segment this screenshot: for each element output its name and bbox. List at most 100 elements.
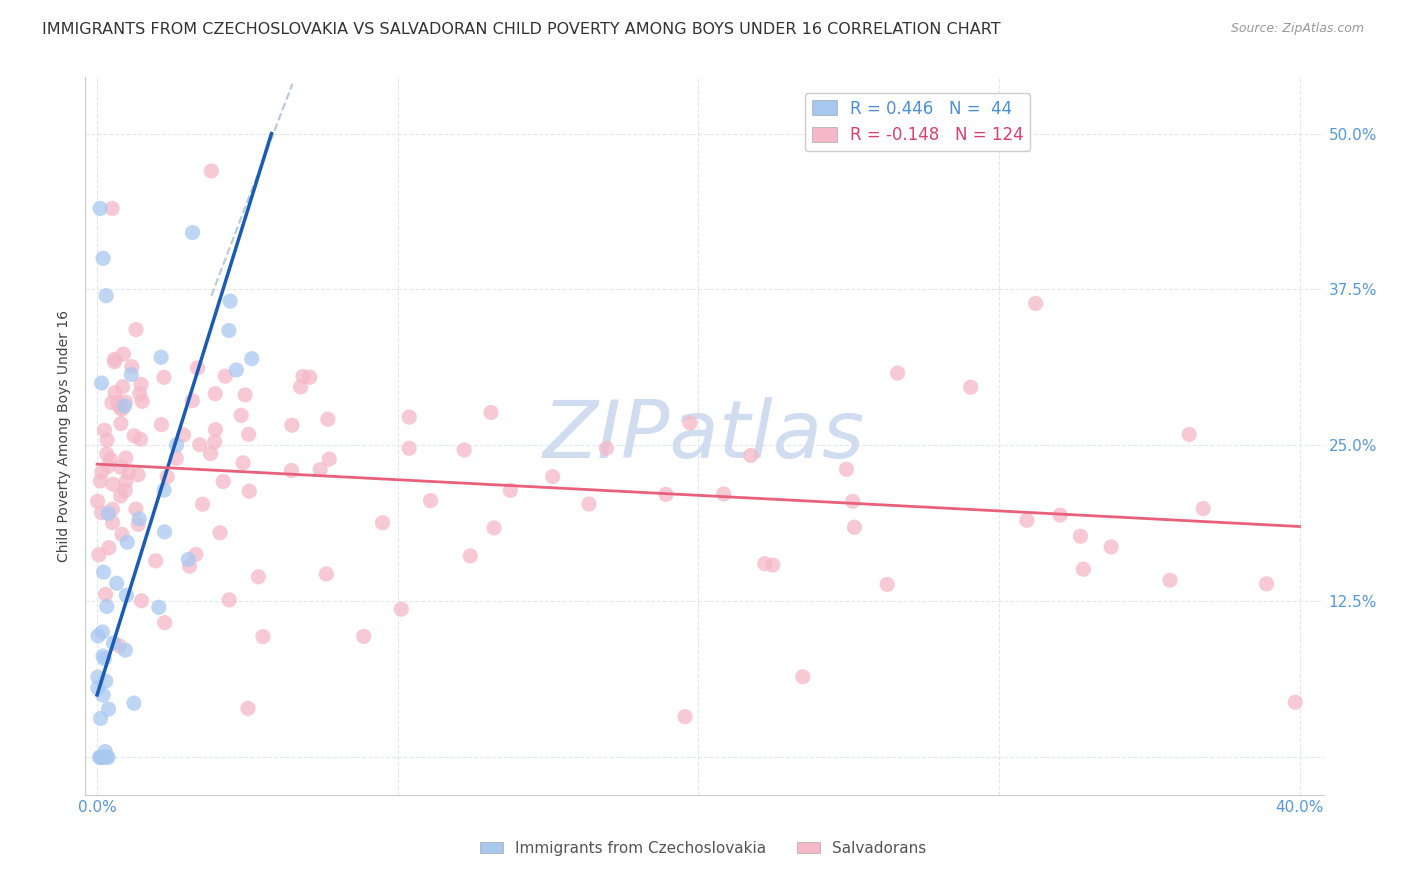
Point xyxy=(184,548,207,562)
Point xyxy=(673,709,696,723)
Point xyxy=(112,347,135,361)
Point xyxy=(91,624,114,639)
Point xyxy=(96,750,118,764)
Point xyxy=(107,395,129,409)
Point xyxy=(191,497,214,511)
Point xyxy=(453,442,475,457)
Point xyxy=(499,483,522,498)
Text: Source: ZipAtlas.com: Source: ZipAtlas.com xyxy=(1230,22,1364,36)
Point xyxy=(87,548,110,562)
Point xyxy=(156,470,179,484)
Point xyxy=(595,442,617,456)
Point xyxy=(1099,540,1122,554)
Point xyxy=(153,524,176,539)
Point xyxy=(1049,508,1071,522)
Point xyxy=(316,412,339,426)
Point xyxy=(110,460,132,475)
Point xyxy=(1073,562,1095,576)
Point xyxy=(762,558,785,573)
Point xyxy=(1025,296,1047,310)
Point xyxy=(90,750,112,764)
Point xyxy=(114,643,136,657)
Point xyxy=(97,541,120,555)
Point xyxy=(1069,529,1091,543)
Point xyxy=(419,493,441,508)
Point xyxy=(114,399,136,413)
Point xyxy=(105,576,128,591)
Point xyxy=(145,554,167,568)
Point xyxy=(841,494,863,508)
Point xyxy=(91,648,114,663)
Point xyxy=(94,673,117,688)
Point xyxy=(108,639,131,653)
Point xyxy=(111,380,134,394)
Point xyxy=(578,497,600,511)
Point xyxy=(97,750,120,764)
Point xyxy=(298,370,321,384)
Point xyxy=(398,442,420,456)
Point xyxy=(153,483,176,498)
Point xyxy=(128,386,150,401)
Point xyxy=(204,423,226,437)
Point xyxy=(153,370,176,384)
Point xyxy=(90,506,112,520)
Point xyxy=(93,565,115,579)
Point xyxy=(90,465,112,479)
Point xyxy=(91,750,114,764)
Point xyxy=(371,516,394,530)
Point xyxy=(115,588,138,602)
Point xyxy=(236,701,259,715)
Point xyxy=(114,395,136,409)
Point xyxy=(125,322,148,336)
Point xyxy=(315,566,337,581)
Point xyxy=(114,483,136,498)
Point xyxy=(835,462,858,476)
Point xyxy=(121,359,143,374)
Point xyxy=(218,593,240,607)
Point xyxy=(740,449,762,463)
Point xyxy=(89,750,111,764)
Point xyxy=(959,380,981,394)
Point xyxy=(188,438,211,452)
Point xyxy=(177,552,200,566)
Point xyxy=(679,416,702,430)
Point xyxy=(90,376,112,390)
Point xyxy=(115,475,138,489)
Point xyxy=(232,456,254,470)
Point xyxy=(1159,574,1181,588)
Point xyxy=(541,469,564,483)
Point xyxy=(389,602,412,616)
Point xyxy=(100,452,122,467)
Point xyxy=(309,462,332,476)
Point xyxy=(233,388,256,402)
Point xyxy=(290,380,312,394)
Point xyxy=(398,410,420,425)
Text: IMMIGRANTS FROM CZECHOSLOVAKIA VS SALVADORAN CHILD POVERTY AMONG BOYS UNDER 16 C: IMMIGRANTS FROM CZECHOSLOVAKIA VS SALVAD… xyxy=(42,22,1001,37)
Point xyxy=(1192,501,1215,516)
Legend: R = 0.446   N =  44, R = -0.148   N = 124: R = 0.446 N = 44, R = -0.148 N = 124 xyxy=(806,93,1031,151)
Point xyxy=(482,521,505,535)
Point xyxy=(129,377,152,392)
Point xyxy=(96,599,118,614)
Point xyxy=(110,417,132,431)
Point xyxy=(252,630,274,644)
Point xyxy=(247,570,270,584)
Point xyxy=(94,587,117,601)
Point xyxy=(122,429,145,443)
Point xyxy=(110,401,132,415)
Point xyxy=(86,494,108,508)
Point xyxy=(96,447,118,461)
Text: ZIPatlas: ZIPatlas xyxy=(543,397,865,475)
Point xyxy=(1256,577,1278,591)
Legend: Immigrants from Czechoslovakia, Salvadorans: Immigrants from Czechoslovakia, Salvador… xyxy=(474,835,932,862)
Point xyxy=(122,696,145,710)
Point xyxy=(89,750,111,764)
Point xyxy=(117,535,139,549)
Point xyxy=(127,517,149,532)
Point xyxy=(104,385,127,400)
Point xyxy=(120,368,142,382)
Point xyxy=(173,428,195,442)
Point xyxy=(101,516,124,530)
Point xyxy=(110,489,132,503)
Point xyxy=(97,459,120,474)
